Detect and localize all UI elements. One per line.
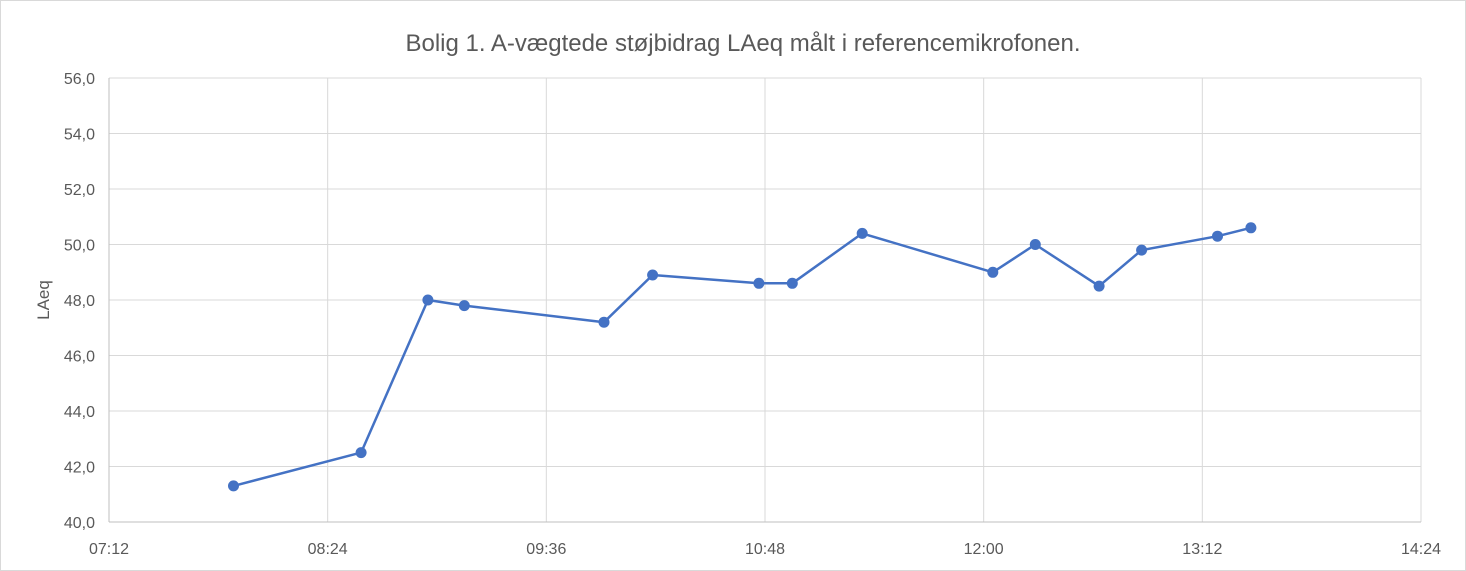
x-tick-label: 14:24	[1401, 541, 1441, 558]
y-axis-title: LAeq	[34, 280, 53, 320]
y-tick-label: 52,0	[64, 182, 95, 199]
y-tick-label: 42,0	[64, 460, 95, 477]
x-tick-label: 07:12	[89, 541, 129, 558]
x-tick-label: 10:48	[745, 541, 785, 558]
y-tick-label: 44,0	[64, 404, 95, 421]
data-point	[1245, 222, 1257, 234]
data-point	[422, 294, 434, 306]
data-point	[856, 227, 868, 239]
data-point	[228, 480, 239, 492]
x-tick-label: 09:36	[526, 541, 566, 558]
x-tick-label: 13:12	[1182, 541, 1222, 558]
data-point	[786, 277, 798, 289]
y-tick-label: 54,0	[64, 127, 95, 144]
data-point	[1212, 230, 1223, 242]
x-tick-label: 12:00	[964, 541, 1004, 558]
series-line	[233, 226, 1252, 488]
y-tick-label: 46,0	[64, 349, 95, 366]
data-point	[987, 266, 999, 278]
data-point	[647, 269, 659, 281]
data-point	[1029, 239, 1041, 250]
data-point	[1093, 280, 1105, 292]
y-tick-label: 50,0	[64, 238, 95, 255]
y-tick-label: 56,0	[64, 71, 95, 88]
y-tick-label: 40,0	[64, 515, 95, 532]
data-point	[458, 300, 470, 312]
y-tick-label: 48,0	[64, 293, 95, 310]
data-point	[355, 447, 367, 459]
data-series	[228, 222, 1257, 492]
data-point	[1136, 244, 1148, 256]
x-tick-label: 08:24	[308, 541, 348, 558]
data-point	[598, 316, 610, 328]
tick-labels: 40,0 42,0 44,0 46,0 48,0 50,0 52,0 54,0 56,0 07:1…	[64, 71, 1441, 558]
gridlines	[109, 77, 1422, 522]
data-point	[753, 277, 765, 289]
chart-title: Bolig 1. A-vægtede støjbidrag LAeq målt …	[405, 30, 1080, 57]
axes	[108, 78, 1421, 523]
